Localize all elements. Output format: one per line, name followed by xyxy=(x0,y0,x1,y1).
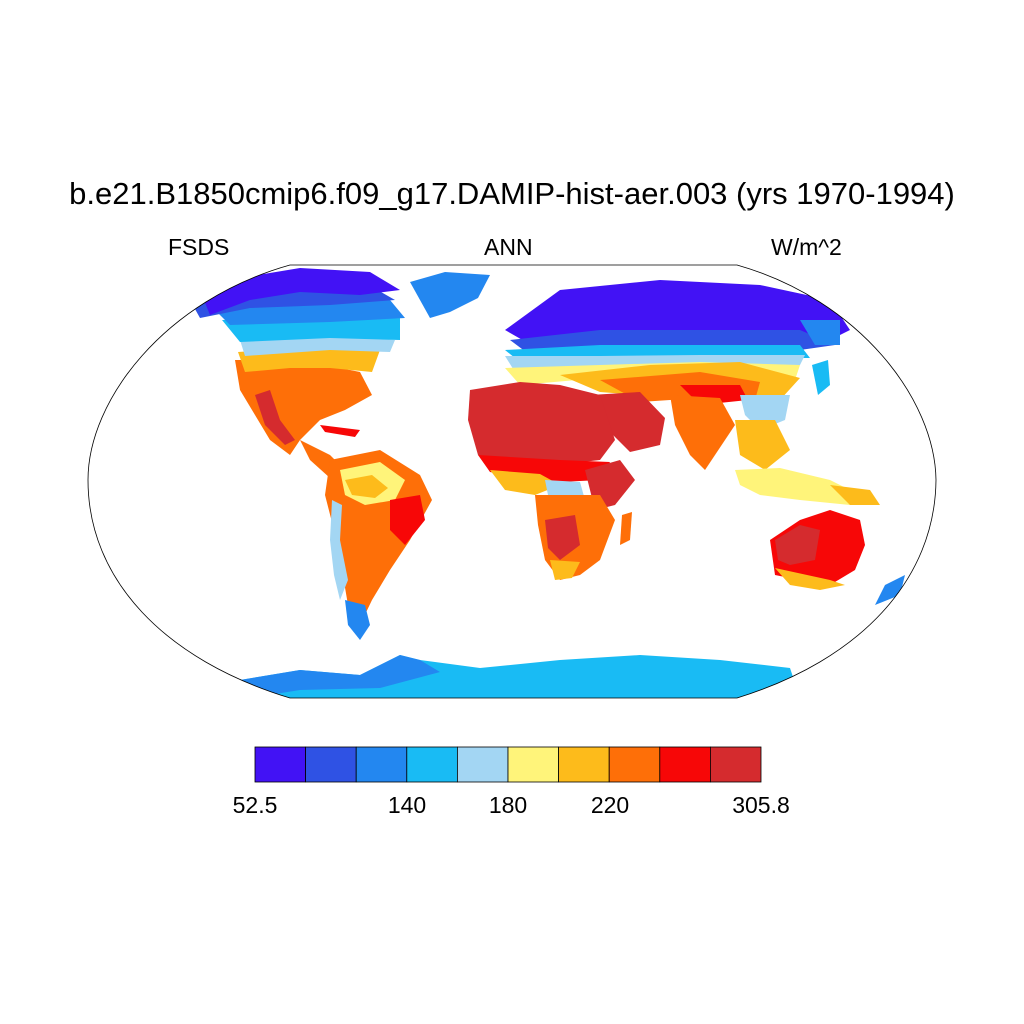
antarctica-coast-region xyxy=(235,655,440,698)
north-america-mid xyxy=(222,318,400,342)
brazil-east xyxy=(390,495,425,545)
colorbar-box-3 xyxy=(406,746,458,783)
australia-south xyxy=(775,568,845,590)
patagonia xyxy=(345,600,370,640)
units-label: W/m^2 xyxy=(771,234,842,260)
australia-west xyxy=(775,525,820,565)
colorbar-box-6 xyxy=(558,746,610,783)
greenland xyxy=(410,272,490,318)
colorbar-label-180: 180 xyxy=(488,792,528,818)
madagascar xyxy=(620,512,632,545)
cape-region xyxy=(550,560,580,580)
sahara-region xyxy=(468,382,615,470)
kamchatka xyxy=(800,320,840,345)
india-region xyxy=(670,395,735,470)
colorbar-box-8 xyxy=(659,746,711,783)
variable-label: FSDS xyxy=(168,234,230,260)
colorbar-box-4 xyxy=(456,746,509,783)
new-zealand xyxy=(875,575,905,605)
japan-region xyxy=(812,360,830,395)
globe-outline xyxy=(87,264,937,699)
namibia-kalahari xyxy=(545,515,580,560)
colorbar-label-max: 305.8 xyxy=(732,792,790,818)
arctic-islands xyxy=(200,268,400,315)
new-guinea xyxy=(830,485,880,505)
north-america-south xyxy=(235,360,372,455)
colorbar xyxy=(254,746,762,783)
west-africa xyxy=(490,470,560,495)
amazon-core xyxy=(345,475,388,498)
season-label: ANN xyxy=(484,234,533,260)
colorbar-box-2 xyxy=(355,746,408,783)
colorbar-label-140: 140 xyxy=(387,792,427,818)
plot-title: b.e21.B1850cmip6.f09_g17.DAMIP-hist-aer.… xyxy=(69,176,955,211)
colorbar-box-7 xyxy=(608,746,661,783)
colorbar-box-5 xyxy=(507,746,559,783)
colorbar-box-0 xyxy=(254,746,306,783)
colorbar-box-1 xyxy=(305,746,357,783)
indonesia xyxy=(735,468,860,505)
colorbar-label-min: 52.5 xyxy=(232,792,278,818)
caribbean xyxy=(320,425,360,437)
mexico-region xyxy=(255,390,295,445)
southeast-asia xyxy=(735,420,790,470)
arabia-region xyxy=(590,392,665,452)
andes-region xyxy=(330,500,348,600)
colorbar-box-9 xyxy=(710,746,762,783)
colorbar-label-220: 220 xyxy=(590,792,630,818)
